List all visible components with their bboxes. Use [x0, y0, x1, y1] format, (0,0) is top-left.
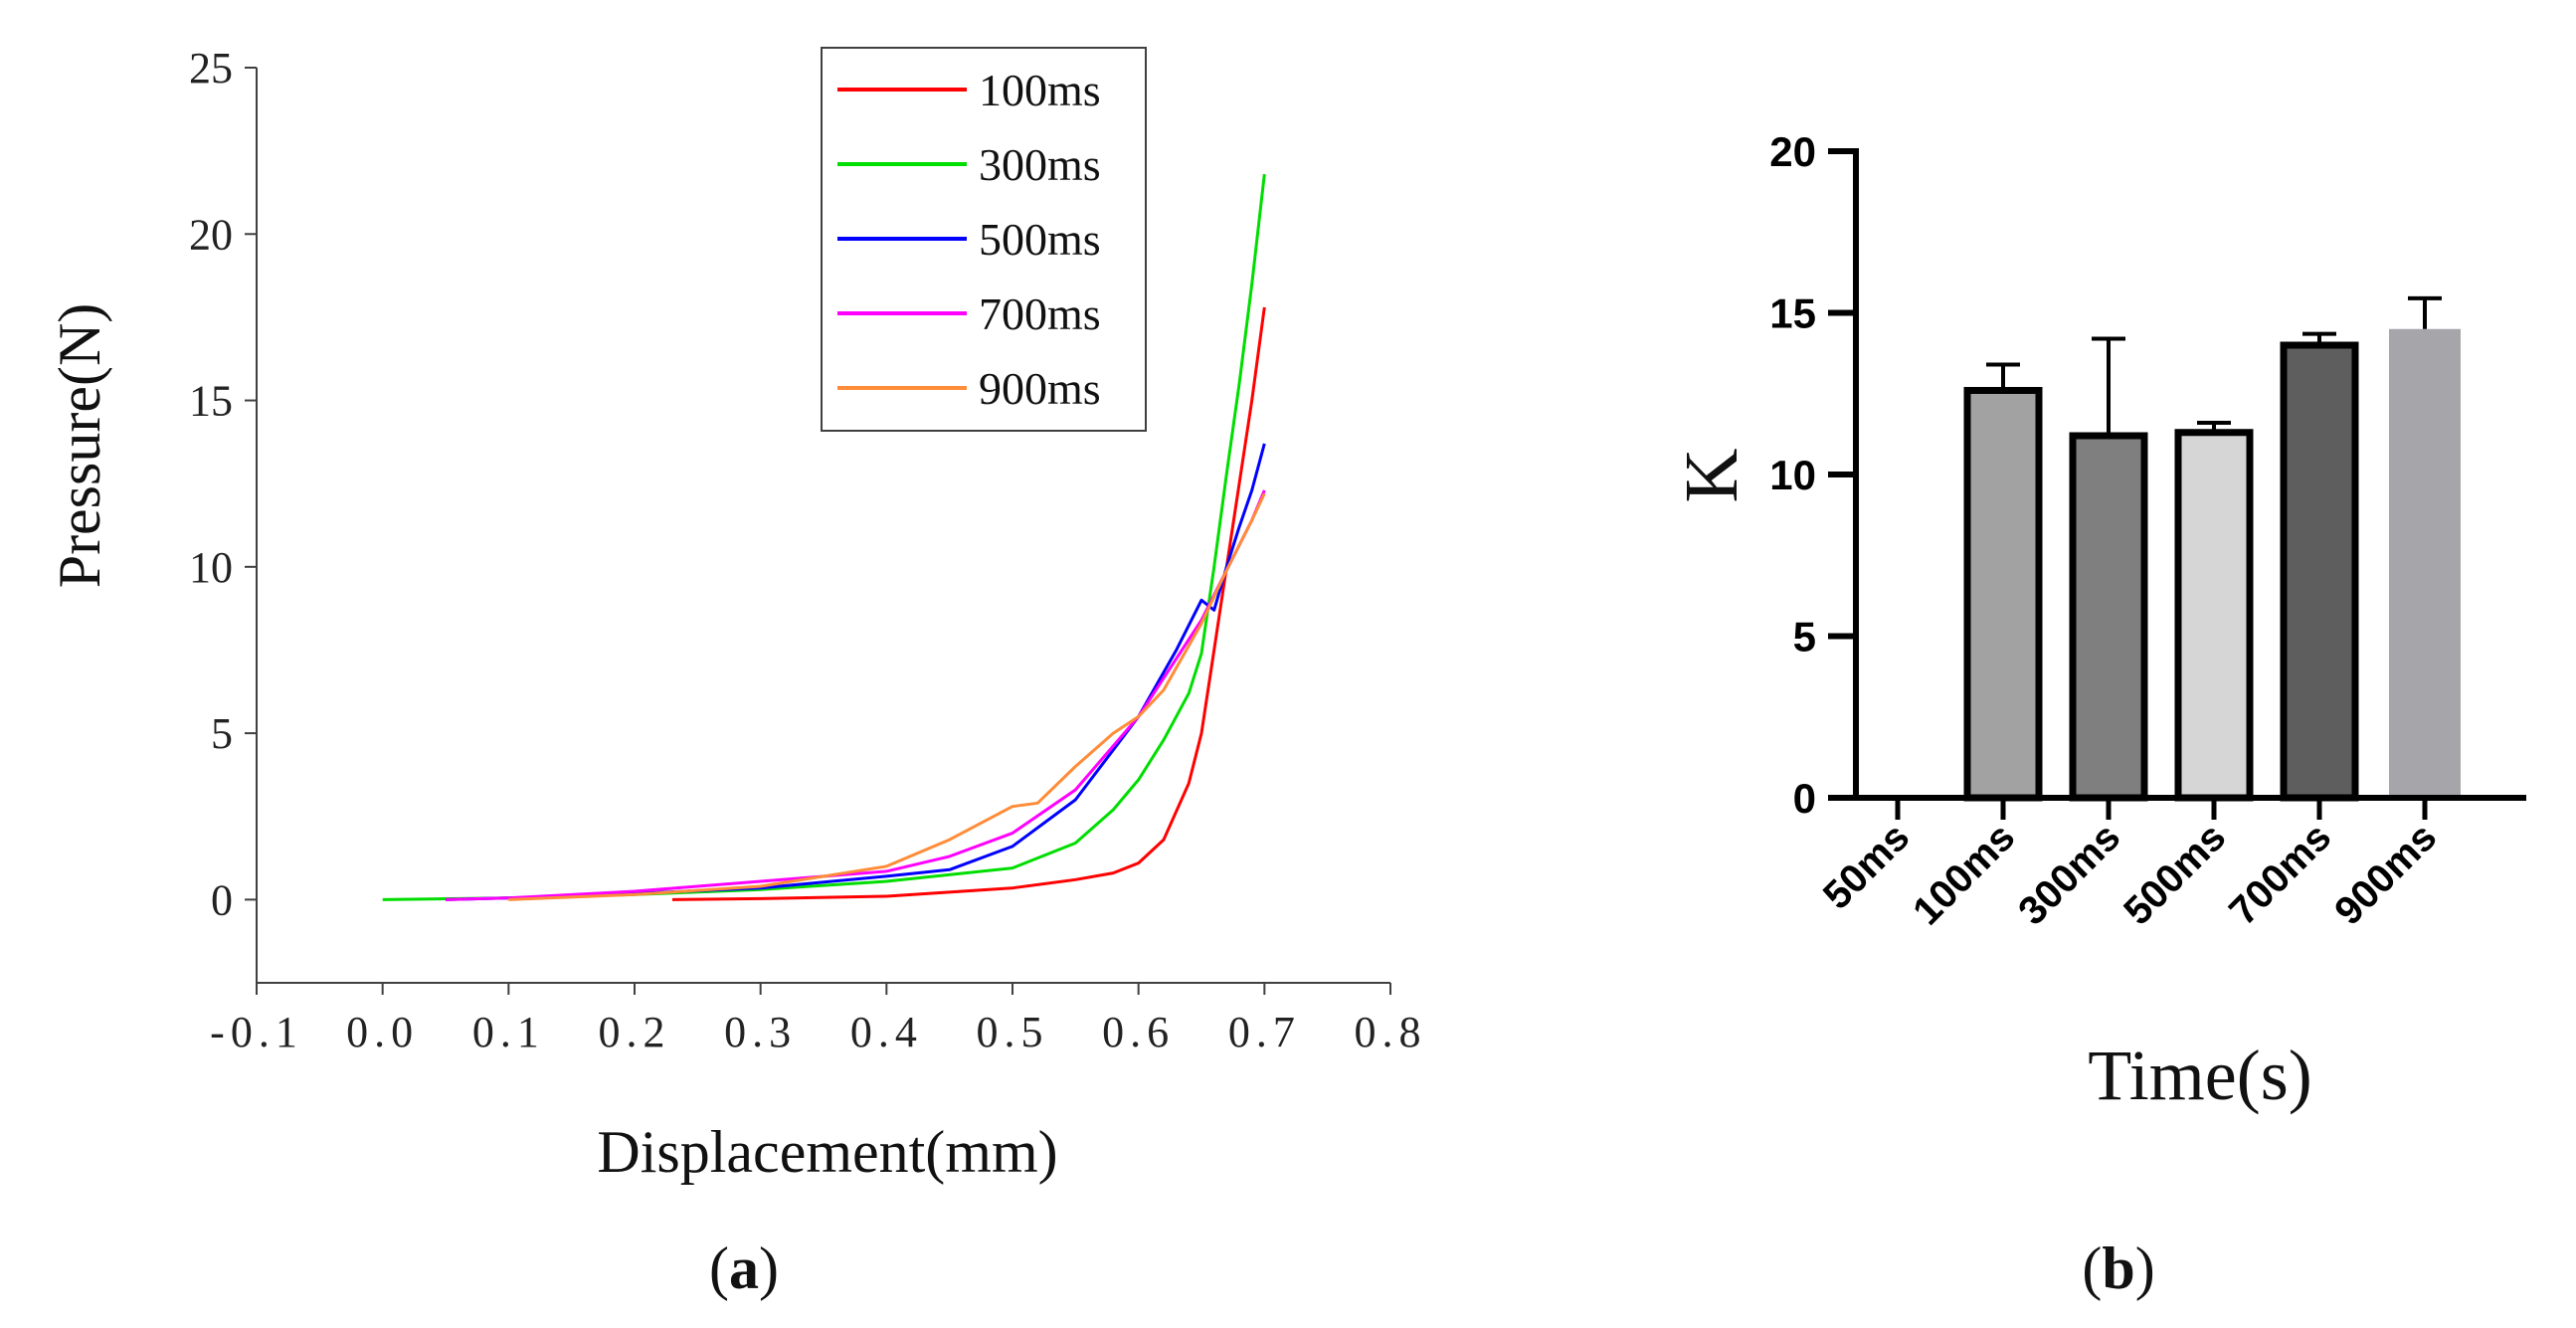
- a-series-lines: [382, 173, 1266, 901]
- panel-b-letter: b: [2102, 1235, 2134, 1301]
- b-bars: [1963, 328, 2461, 802]
- b-error-bars: [1986, 295, 2442, 436]
- a-x-tick-label: 0.7: [1228, 1008, 1301, 1056]
- b-x-tick-label: 500ms: [2116, 815, 2234, 933]
- b-y-tick-label: 15: [1769, 290, 1816, 337]
- b-x-tick-label: 100ms: [1905, 815, 2023, 933]
- a-y-tick-label: 20: [189, 210, 233, 259]
- b-x-tick-label: 900ms: [2326, 815, 2445, 933]
- a-y-tick-label: 15: [189, 377, 233, 426]
- a-legend-label: 500ms: [979, 214, 1101, 265]
- a-legend-label: 300ms: [979, 139, 1101, 190]
- a-y-ticks: 0 5 10 15 20 25: [189, 44, 257, 924]
- a-legend-label: 700ms: [979, 288, 1101, 339]
- b-x-tick-label: 50ms: [1815, 815, 1918, 917]
- b-x-axis-label: Time(s): [2088, 1036, 2311, 1115]
- b-bar-100ms: [1963, 387, 2043, 802]
- a-series-line-900ms: [508, 492, 1266, 901]
- panel-a-line-chart: 0 5 10 15 20 25 -0.1 0.0 0.1 0.2 0.3 0.4 0.5 0.6 0.7 0…: [47, 44, 1427, 1301]
- a-x-axis-label: Displacement(mm): [597, 1119, 1057, 1185]
- a-x-tick-label: 0.0: [346, 1008, 419, 1056]
- panel-a-letter: a: [729, 1235, 759, 1301]
- b-y-tick-label: 10: [1769, 452, 1816, 498]
- a-y-tick-label: 25: [189, 44, 233, 93]
- a-legend-label: 900ms: [979, 363, 1101, 414]
- b-y-axis-label: K: [1670, 448, 1753, 502]
- b-y-ticks: 0 5 10 15 20: [1769, 128, 1856, 822]
- b-y-tick-label: 0: [1793, 775, 1816, 822]
- a-x-tick-label: 0.6: [1102, 1008, 1175, 1056]
- a-x-tick-label: 0.1: [472, 1008, 545, 1056]
- a-x-tick-label: 0.4: [850, 1008, 923, 1056]
- b-x-tick-label: 700ms: [2221, 815, 2339, 933]
- b-y-tick-label: 20: [1769, 128, 1816, 175]
- a-x-ticks: -0.1 0.0 0.1 0.2 0.3 0.4 0.5 0.6 0.7 0.8: [210, 983, 1427, 1056]
- b-bar-500ms: [2174, 429, 2254, 802]
- a-series-line-500ms: [445, 443, 1266, 901]
- a-y-tick-label: 10: [189, 543, 233, 592]
- b-y-tick-label: 5: [1793, 614, 1816, 661]
- panel-b-caption: (b): [2082, 1235, 2154, 1301]
- a-x-tick-label: 0.2: [599, 1008, 671, 1056]
- a-legend: 100ms 300ms 500ms 700ms 900ms: [821, 47, 1147, 432]
- a-series-line-100ms: [671, 306, 1266, 901]
- b-bar-900ms: [2389, 328, 2461, 798]
- a-x-tick-label: 0.5: [977, 1008, 1049, 1056]
- a-legend-label: 100ms: [979, 65, 1101, 115]
- a-y-axis-label: Pressure(N): [47, 303, 112, 589]
- panel-a-caption: (a): [709, 1235, 779, 1301]
- b-bar-700ms: [2280, 341, 2359, 802]
- a-x-tick-label: -0.1: [210, 1008, 303, 1056]
- a-y-tick-label: 5: [211, 709, 233, 758]
- a-series-line-700ms: [445, 489, 1266, 901]
- b-x-tick-label: 300ms: [2010, 815, 2128, 933]
- a-x-tick-label: 0.8: [1355, 1008, 1427, 1056]
- a-y-tick-label: 0: [211, 875, 233, 924]
- b-bar-300ms: [2069, 432, 2148, 802]
- a-x-tick-label: 0.3: [724, 1008, 797, 1056]
